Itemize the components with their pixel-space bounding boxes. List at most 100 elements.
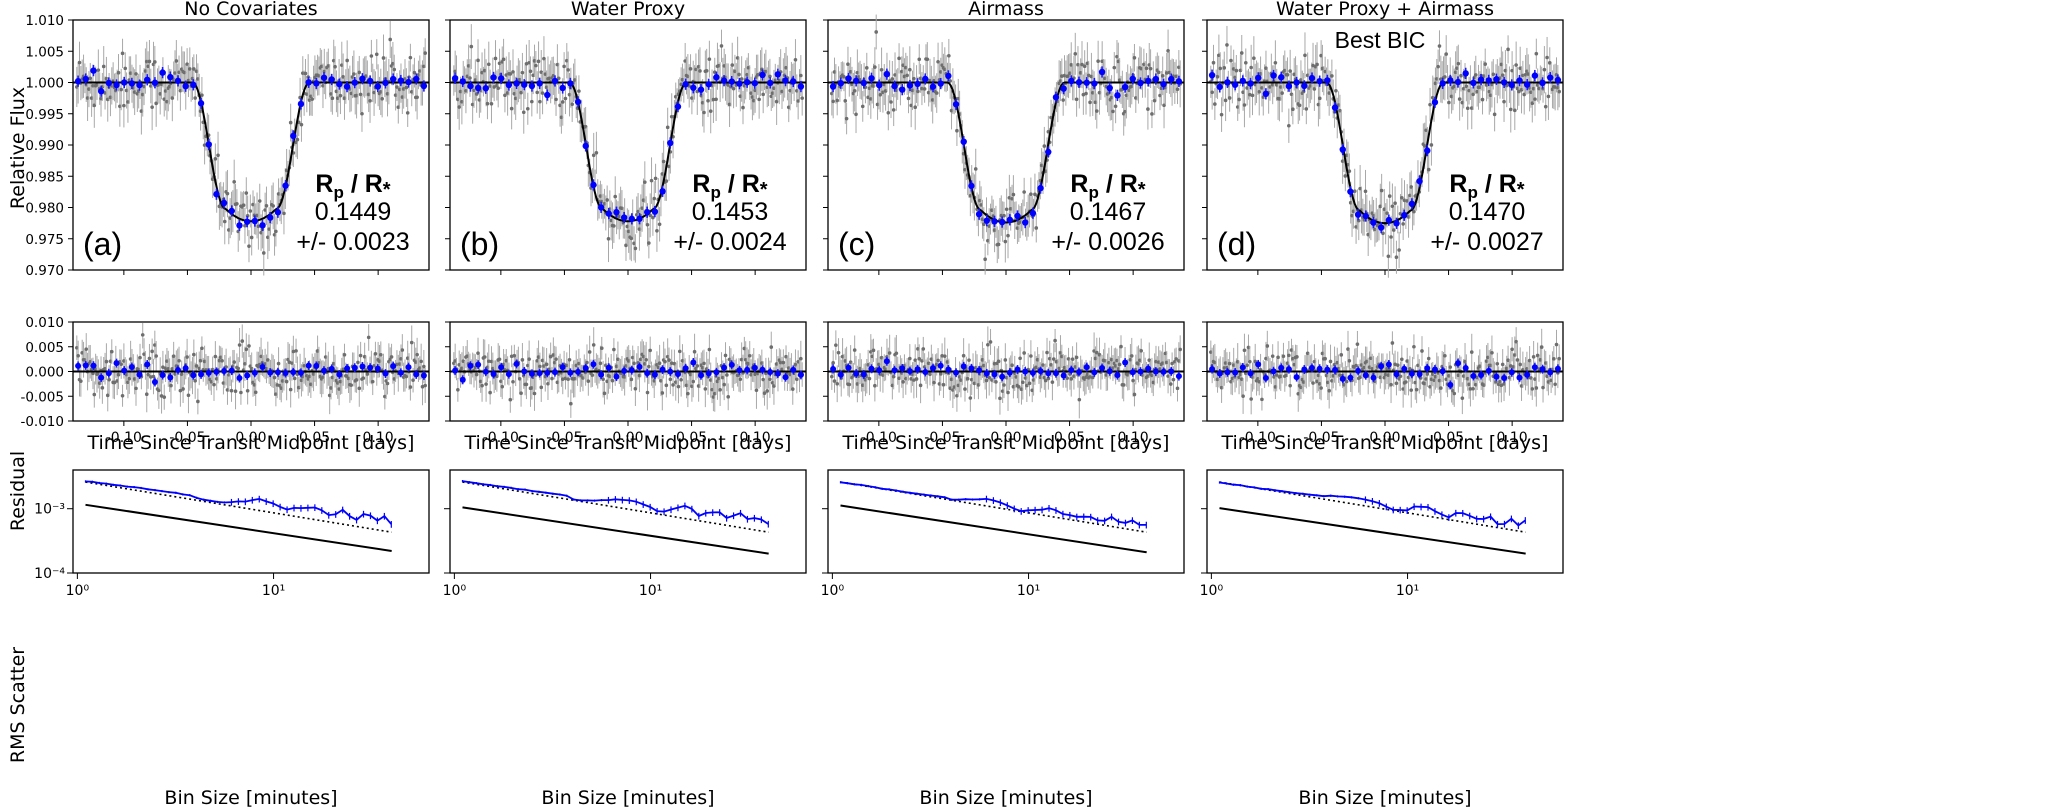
binned-point	[852, 77, 860, 85]
raw-point	[947, 53, 951, 58]
binned-point	[159, 69, 166, 76]
residual-point	[1339, 353, 1344, 357]
raw-point	[1386, 254, 1391, 259]
binned-point	[282, 182, 289, 189]
raw-point	[360, 111, 364, 116]
residual-point	[272, 375, 277, 380]
binned-point	[1500, 79, 1508, 86]
residual-point	[591, 343, 596, 347]
raw-point	[955, 128, 959, 133]
residual-binned-point	[1099, 365, 1106, 372]
binned-point	[1121, 83, 1129, 91]
residual-binned-point	[174, 367, 181, 374]
residual-point	[292, 376, 297, 381]
residual-point	[474, 372, 479, 377]
raw-point	[688, 67, 693, 71]
binned-point	[551, 77, 559, 85]
residual-point	[420, 384, 425, 389]
residual-binned-point	[1045, 370, 1052, 377]
raw-point	[800, 96, 804, 100]
binned-point	[1029, 209, 1037, 217]
residual-binned-point	[598, 371, 605, 378]
raw-point	[652, 196, 657, 201]
rp-star: *	[383, 179, 391, 201]
residual-point	[963, 387, 967, 391]
binned-point	[544, 91, 551, 99]
raw-point	[1545, 55, 1549, 60]
residual-point	[762, 391, 767, 395]
residual-point	[998, 396, 1002, 401]
raw-point	[1304, 107, 1309, 111]
residual-point	[835, 381, 839, 386]
residual-binned-point	[205, 369, 212, 376]
binned-point	[1270, 72, 1277, 79]
binned-point	[1531, 72, 1539, 79]
raw-point	[873, 65, 877, 69]
residual-point	[539, 385, 544, 390]
residual-point	[237, 343, 242, 347]
rp-rs-value: 0.1449	[315, 198, 391, 226]
binned-point	[1060, 85, 1067, 92]
residual-point	[1003, 358, 1008, 362]
residual-point	[389, 355, 394, 359]
binned-point	[914, 80, 921, 88]
raw-point	[299, 122, 304, 127]
raw-point	[101, 64, 106, 69]
raw-point	[1252, 56, 1256, 60]
raw-point	[563, 96, 568, 101]
residual-xtick-label: -0.10	[106, 430, 142, 446]
residual-point	[938, 372, 943, 376]
residual-point	[409, 340, 414, 345]
residual-binned-point	[198, 371, 205, 378]
residual-binned-point	[983, 370, 990, 377]
binned-point	[743, 79, 751, 86]
binned-point	[952, 101, 960, 108]
residual-binned-point	[1006, 369, 1013, 376]
panel-title: Water Proxy	[571, 0, 685, 20]
raw-point	[1146, 107, 1150, 111]
rp-r: R	[315, 170, 333, 198]
raw-point	[719, 44, 724, 48]
residual-ytick-label: 0.010	[25, 315, 64, 331]
raw-point	[485, 101, 490, 106]
raw-point	[1379, 188, 1384, 193]
residual-point	[370, 379, 375, 384]
binned-point	[613, 209, 620, 216]
binned-point	[1168, 75, 1175, 83]
raw-point	[708, 109, 713, 113]
residual-point	[486, 359, 491, 364]
raw-point	[392, 67, 397, 72]
residual-point	[1276, 355, 1280, 360]
residual-binned-point	[297, 369, 304, 376]
raw-point	[261, 251, 266, 255]
raw-point	[1249, 65, 1253, 70]
binned-point	[536, 80, 543, 87]
residual-point	[1006, 390, 1010, 395]
binned-point	[305, 79, 312, 86]
raw-point	[345, 58, 349, 63]
residual-point	[538, 364, 542, 369]
residual-point	[1338, 373, 1342, 377]
binned-point	[1014, 212, 1021, 220]
residual-point	[768, 377, 772, 382]
binned-point	[1301, 82, 1308, 90]
binned-point	[1470, 79, 1477, 87]
raw-point	[1175, 87, 1180, 92]
rp-sub: p	[1088, 183, 1098, 202]
raw-point	[613, 194, 618, 199]
residual-point	[668, 377, 673, 382]
residual-point	[795, 377, 799, 382]
residual-point	[702, 361, 706, 366]
raw-point	[983, 257, 987, 262]
residual-binned-point	[351, 364, 358, 371]
binned-point	[674, 103, 682, 110]
binned-point	[1083, 79, 1090, 86]
residual-binned-point	[313, 362, 320, 369]
binned-point	[313, 80, 320, 87]
binned-point	[759, 71, 766, 79]
binned-data-points	[451, 68, 805, 225]
residual-point	[361, 376, 366, 380]
raw-point	[912, 76, 916, 81]
residual-binned-point	[544, 369, 551, 376]
